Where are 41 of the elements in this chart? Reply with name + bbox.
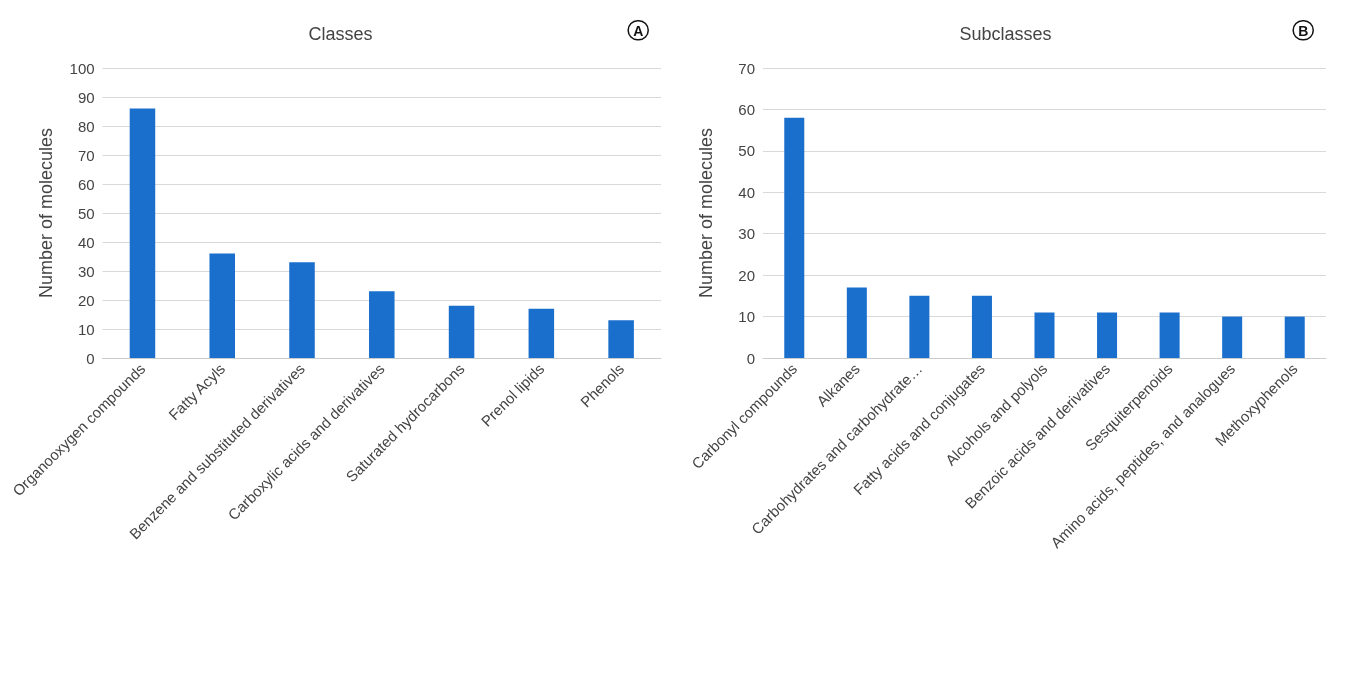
bar: [1097, 312, 1118, 358]
bar: [448, 305, 475, 358]
y-axis-title: Number of molecules: [35, 127, 56, 299]
y-axis-title: Number of molecules: [696, 127, 716, 299]
bar: [528, 308, 555, 358]
bar: [289, 262, 315, 358]
bar: [608, 320, 634, 358]
bar: [846, 287, 867, 358]
text: B: [1298, 22, 1309, 39]
y-tick-label: 90: [77, 88, 95, 106]
y-tick-label: 30: [77, 262, 95, 280]
y-tick-label: 80: [77, 117, 95, 135]
y-tick-label: 40: [738, 183, 755, 201]
chart-title: Subclasses: [959, 24, 1052, 44]
bar: [971, 295, 992, 358]
bar: [909, 295, 930, 358]
bar: [1034, 312, 1055, 358]
bar: [1159, 312, 1180, 358]
y-tick-label: 0: [86, 349, 95, 367]
y-tick-label: 100: [69, 59, 95, 77]
y-tick-label: 70: [738, 59, 755, 77]
bar: [1284, 316, 1305, 358]
text: A: [633, 22, 644, 39]
bar: [369, 291, 395, 358]
y-tick-label: 60: [77, 175, 95, 193]
y-tick-label: 60: [738, 100, 755, 118]
y-tick-label: 20: [738, 266, 755, 284]
y-tick-label: 0: [746, 349, 755, 367]
bar: [129, 108, 156, 358]
y-tick-label: 50: [738, 142, 755, 160]
y-tick-label: 10: [738, 308, 755, 326]
y-tick-label: 10: [77, 320, 95, 338]
bar: [1222, 316, 1243, 358]
y-tick-label: 40: [77, 233, 95, 251]
y-tick-label: 30: [738, 225, 755, 243]
y-tick-label: 50: [77, 204, 95, 222]
bar: [784, 117, 805, 358]
chart-title: Classes: [308, 24, 373, 44]
y-tick-label: 20: [77, 291, 95, 309]
y-tick-label: 70: [77, 146, 95, 164]
bar: [209, 253, 235, 358]
